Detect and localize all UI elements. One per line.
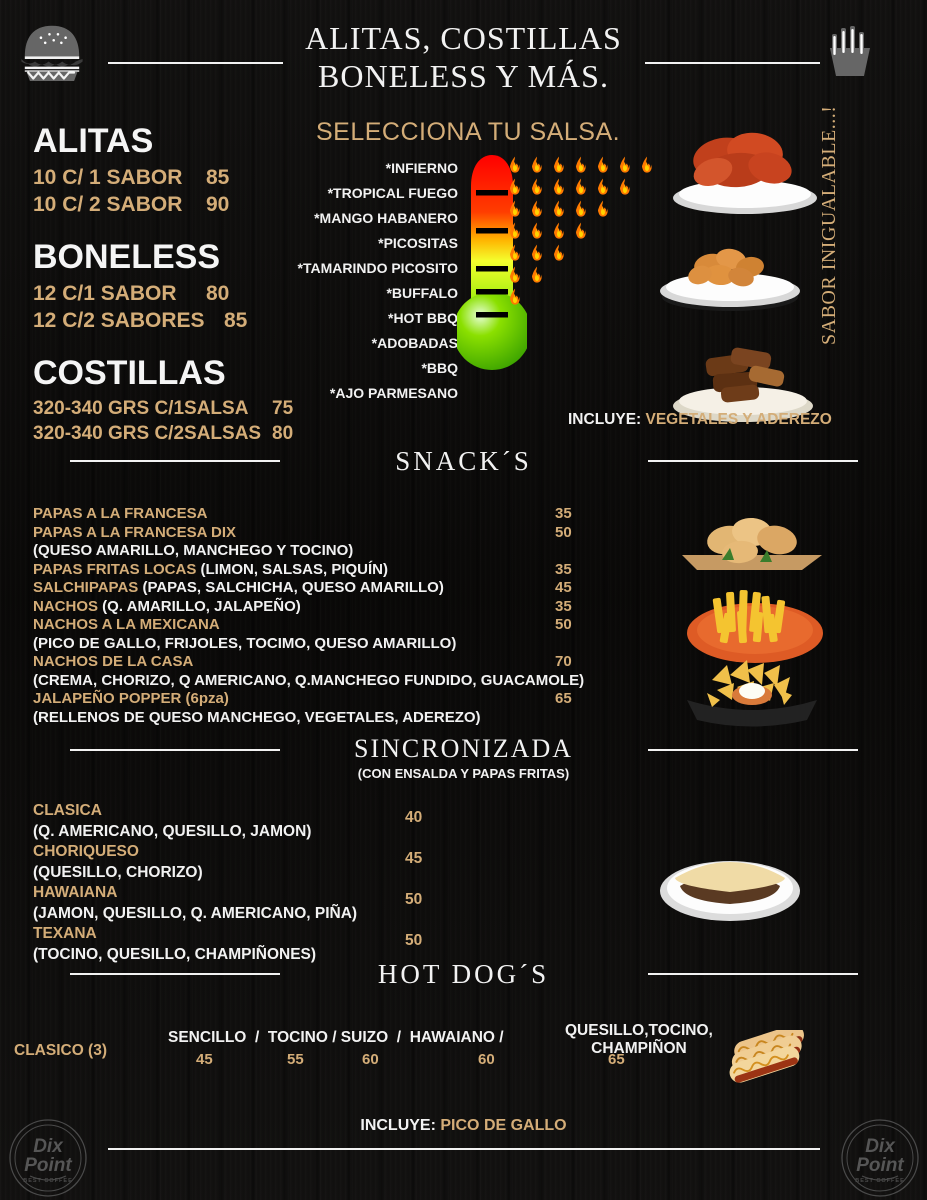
svg-text:BEST COFFEE: BEST COFFEE — [23, 1178, 73, 1184]
svg-text:Dix: Dix — [865, 1136, 896, 1157]
svg-text:BEST COFFEE: BEST COFFEE — [855, 1178, 905, 1184]
svg-text:Point: Point — [856, 1155, 904, 1176]
svg-text:Dix: Dix — [33, 1136, 64, 1157]
svg-text:Point: Point — [24, 1155, 72, 1176]
